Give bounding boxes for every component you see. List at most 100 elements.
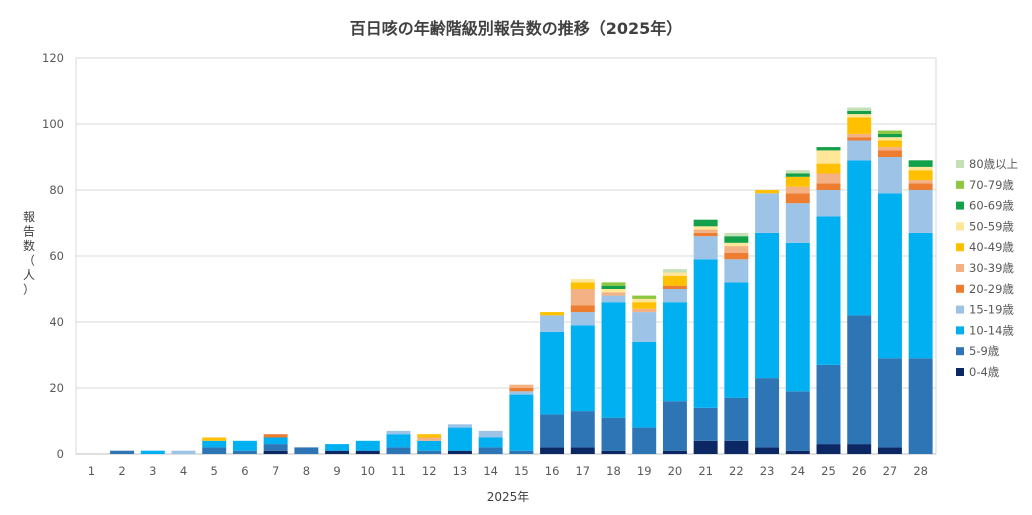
bar-segment xyxy=(662,289,687,303)
x-tick-label: 2 xyxy=(118,464,125,478)
x-tick-label: 11 xyxy=(391,464,406,478)
bar-segment xyxy=(417,437,442,441)
bar-segment xyxy=(662,302,687,402)
legend-item: 30-39歳 xyxy=(956,261,1014,275)
bar-segment xyxy=(785,450,810,454)
bar-segment xyxy=(816,444,841,454)
bar-segment xyxy=(263,444,288,451)
y-tick-label: 120 xyxy=(42,51,64,65)
x-tick-label: 4 xyxy=(180,464,187,478)
bar-segment xyxy=(847,444,872,454)
bar-segment xyxy=(816,147,841,151)
bar-segment xyxy=(202,447,227,454)
x-tick-label: 18 xyxy=(606,464,621,478)
bar-segment xyxy=(693,440,718,454)
bar-segment xyxy=(785,186,810,194)
bar-segment xyxy=(877,130,902,134)
bar-segment xyxy=(755,190,780,194)
bar-segment xyxy=(662,275,687,286)
bar-segment xyxy=(263,450,288,454)
bar-segment xyxy=(724,440,749,454)
bar-segment xyxy=(662,269,687,273)
x-tick-label: 3 xyxy=(149,464,156,478)
legend-swatch xyxy=(956,284,964,293)
legend-item: 15-19歳 xyxy=(956,303,1014,317)
legend-label: 60-69歳 xyxy=(969,199,1014,213)
bar-segment xyxy=(478,437,503,448)
legend-label: 10-14歳 xyxy=(969,323,1014,337)
bar-segment xyxy=(755,447,780,454)
bar-segment xyxy=(877,133,902,138)
bar-segment xyxy=(693,407,718,441)
bar-segment xyxy=(877,137,902,141)
x-tick-label: 12 xyxy=(422,464,437,478)
bar-segment xyxy=(540,447,565,454)
bar-segment xyxy=(601,292,626,296)
bar-segment xyxy=(447,450,472,454)
bar-segment xyxy=(785,176,810,187)
x-tick-label: 10 xyxy=(360,464,375,478)
bar-segment xyxy=(540,315,565,332)
bar-segment xyxy=(447,424,472,428)
bar-segment xyxy=(908,358,933,454)
bar-segment xyxy=(693,219,718,227)
legend-label: 5-9歳 xyxy=(969,344,1000,358)
bar-segment xyxy=(877,193,902,359)
x-axis-label: 2025年 xyxy=(487,490,530,504)
bar-segment xyxy=(386,447,411,454)
bar-segment xyxy=(847,140,872,161)
bar-segment xyxy=(570,279,595,283)
x-tick-label: 20 xyxy=(668,464,683,478)
x-tick-label: 28 xyxy=(913,464,928,478)
bar-segment xyxy=(662,285,687,289)
y-axis-ticks: 0 20 40 60 80 100 120 xyxy=(42,51,64,461)
bar-segment xyxy=(570,447,595,454)
bar-segment xyxy=(816,150,841,164)
bar-segment xyxy=(908,170,933,181)
bar-segment xyxy=(877,157,902,194)
y-tick-label: 40 xyxy=(49,315,64,329)
bar-segment xyxy=(632,302,657,309)
x-tick-label: 25 xyxy=(821,464,836,478)
bar-segment xyxy=(908,190,933,233)
bar-segment xyxy=(540,414,565,448)
bars xyxy=(110,107,933,454)
bar-segment xyxy=(570,325,595,412)
y-axis-label-char: ） xyxy=(23,283,35,297)
bar-segment xyxy=(847,110,872,115)
bar-segment xyxy=(724,242,749,247)
bar-segment xyxy=(724,397,749,441)
bar-segment xyxy=(325,450,350,454)
bar-segment xyxy=(785,242,810,392)
bar-segment xyxy=(755,378,780,448)
x-tick-label: 17 xyxy=(575,464,590,478)
legend-label: 40-49歳 xyxy=(969,240,1014,254)
y-axis-label-char: 数 xyxy=(23,238,35,253)
bar-segment xyxy=(816,173,841,184)
bar-segment xyxy=(908,166,933,171)
bar-segment xyxy=(816,364,841,445)
legend-label: 80歳以上 xyxy=(969,157,1018,171)
bar-segment xyxy=(263,434,288,438)
bar-segment xyxy=(355,440,380,451)
legend-label: 70-79歳 xyxy=(969,178,1014,192)
bar-segment xyxy=(417,450,442,454)
legend-item: 20-29歳 xyxy=(956,282,1014,296)
bar-segment xyxy=(785,193,810,204)
y-tick-label: 100 xyxy=(42,117,64,131)
bar-segment xyxy=(570,305,595,313)
x-tick-label: 15 xyxy=(514,464,529,478)
bar-segment xyxy=(140,450,165,454)
x-tick-label: 7 xyxy=(272,464,279,478)
y-axis-label-char: 告 xyxy=(23,225,35,239)
bar-segment xyxy=(570,312,595,326)
bar-segment xyxy=(417,434,442,438)
bar-segment xyxy=(478,447,503,454)
legend-swatch xyxy=(956,180,964,189)
x-tick-label: 26 xyxy=(852,464,867,478)
bar-segment xyxy=(386,434,411,448)
legend-swatch xyxy=(956,326,964,335)
bar-segment xyxy=(601,417,626,451)
bar-segment xyxy=(601,450,626,454)
